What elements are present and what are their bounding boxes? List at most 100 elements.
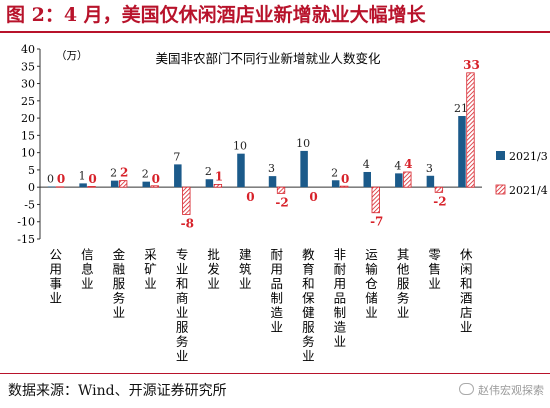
x-category-label-char: 酒 <box>460 291 473 306</box>
data-label-2021-3: 7 <box>173 150 180 163</box>
x-category-label-char: 务 <box>176 334 189 349</box>
y-tick-label: 0 <box>28 181 35 194</box>
figure-title: 图 2：4 月，美国仅休闲酒店业新增就业大幅增长 <box>6 4 426 26</box>
x-category-label-char: 和 <box>460 276 473 291</box>
y-tick-label: 15 <box>21 129 35 142</box>
y-tick-label: 35 <box>21 60 35 73</box>
x-category-label-char: 闲 <box>460 262 473 277</box>
x-category-label-char: 务 <box>302 334 315 349</box>
x-category-label-char: 业 <box>365 305 378 320</box>
x-category-label-char: 业 <box>302 349 315 364</box>
x-category-label-char: 服 <box>397 276 410 291</box>
x-category-label-char: 售 <box>428 262 441 277</box>
x-category-label-char: 业 <box>81 276 94 291</box>
x-category-label-char: 发 <box>207 262 220 277</box>
bars-layer <box>47 72 475 215</box>
x-category-label-char: 和 <box>302 276 315 291</box>
x-category-label-char: 公 <box>50 247 63 262</box>
data-label-2021-3: 4 <box>394 159 401 172</box>
data-label-2021-4: 1 <box>215 169 223 183</box>
bar-2021-3 <box>205 179 214 188</box>
x-category-label-char: 业 <box>176 262 189 277</box>
x-category-label-char: 输 <box>365 262 378 277</box>
x-category-label-char: 店 <box>460 305 473 320</box>
x-category-label-char: 品 <box>271 276 284 291</box>
x-category-label-char: 非 <box>334 247 347 262</box>
data-label-2021-4: 0 <box>341 172 349 186</box>
title-divider <box>0 31 550 33</box>
data-label-2021-4: 0 <box>246 190 254 204</box>
x-category-label-char: 育 <box>302 262 315 277</box>
x-category-label-char: 运 <box>365 247 378 262</box>
x-category-label-char: 仓 <box>365 276 378 291</box>
x-category-label-char: 业 <box>428 276 441 291</box>
bar-2021-3 <box>110 180 119 188</box>
data-label-2021-4: 0 <box>88 172 96 186</box>
y-tick-label: -10 <box>17 216 35 229</box>
x-category-label-char: 保 <box>302 291 315 306</box>
x-category-label-char: 业 <box>271 320 284 335</box>
bar-chart: -15-10-50510152025303540公用事业信息业金融服务业采矿业专… <box>17 43 548 364</box>
data-label-2021-3: 10 <box>233 140 247 153</box>
x-category-label-char: 建 <box>239 247 252 262</box>
data-label-2021-4: 0 <box>152 172 160 186</box>
y-tick-label: 20 <box>21 112 35 125</box>
x-category-label-char: 采 <box>144 247 157 262</box>
data-label-2021-3: 3 <box>268 162 275 175</box>
legend-swatch-2021-3 <box>496 151 505 160</box>
data-label-2021-4: 2 <box>120 166 128 180</box>
data-label-2021-3: 4 <box>363 158 370 171</box>
bar-2021-3 <box>426 175 435 188</box>
y-tick-label: 30 <box>21 78 35 91</box>
legend-label-2021-3: 2021/3 <box>509 150 548 163</box>
watermark-text: 赵伟宏观探索 <box>478 384 544 397</box>
source-note: 数据来源：Wind、开源证券研究所 <box>8 383 227 399</box>
bar-2021-4 <box>340 185 349 188</box>
x-category-label-char: 耐 <box>271 247 284 262</box>
x-category-label-char: 储 <box>365 291 378 306</box>
bar-2021-3 <box>331 180 340 188</box>
data-label-2021-4: -2 <box>275 195 288 209</box>
y-axis-unit: （万） <box>56 50 88 62</box>
y-tick-label: 40 <box>21 43 35 56</box>
bar-2021-4 <box>87 186 96 188</box>
legend: 2021/3 2021/4 <box>495 150 548 197</box>
y-tick-label: -5 <box>24 198 35 211</box>
x-category-label-char: 务 <box>397 291 410 306</box>
bar-2021-4 <box>182 186 191 215</box>
x-category-label-char: 筑 <box>239 262 252 277</box>
x-category-label-char: 业 <box>113 305 126 320</box>
x-category-label-char: 服 <box>302 320 315 335</box>
data-label-2021-3: 1 <box>79 169 86 182</box>
bar-2021-3 <box>363 171 371 188</box>
x-category-label-char: 用 <box>271 262 284 277</box>
y-tick-label: 25 <box>21 95 35 108</box>
data-label-2021-4: 0 <box>57 172 65 186</box>
x-category-label-char: 用 <box>334 276 347 291</box>
watermark: 赵伟宏观探索 <box>459 382 544 398</box>
x-category-label-char: 零 <box>428 247 441 262</box>
chart-title: 美国非农部门不同行业新增就业人数变化 <box>155 51 381 66</box>
x-category-label-char: 业 <box>50 291 63 306</box>
x-category-label-char: 造 <box>271 305 284 320</box>
x-category-label-char: 制 <box>334 305 347 320</box>
x-category-label-char: 服 <box>176 320 189 335</box>
x-category-label-char: 金 <box>113 247 126 262</box>
data-label-2021-4: -8 <box>181 216 194 230</box>
bar-2021-4 <box>403 171 412 188</box>
bar-2021-3 <box>174 164 182 188</box>
x-category-label-char: 信 <box>81 247 94 262</box>
y-tick-label: -15 <box>17 233 35 246</box>
data-label-2021-4: 33 <box>463 58 480 72</box>
bar-2021-4 <box>466 72 475 188</box>
x-category-label-char: 其 <box>397 247 410 262</box>
bar-2021-4 <box>150 185 159 188</box>
data-label-2021-3: 0 <box>47 172 54 185</box>
x-category-label-char: 批 <box>207 247 220 262</box>
bar-2021-3 <box>268 176 277 188</box>
bar-2021-4 <box>276 186 286 194</box>
data-label-2021-4: -7 <box>370 215 383 229</box>
x-category-label-char: 造 <box>334 320 347 335</box>
x-category-label-char: 商 <box>176 291 189 306</box>
